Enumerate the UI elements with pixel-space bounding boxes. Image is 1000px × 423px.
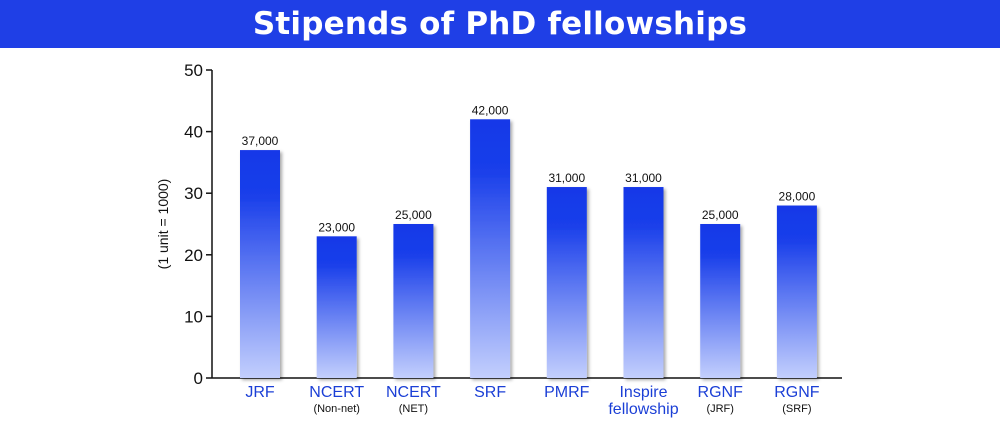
data-label-6: 25,000 [702, 208, 739, 222]
y-axis-title: (1 unit = 1000) [155, 179, 171, 270]
y-tick-label-40: 40 [184, 123, 203, 142]
bar-chart: 0 10 20 30 40 50 (1 unit = 1000) 37,000 JRF 23,00… [155, 61, 842, 418]
category-label-3: SRF [474, 384, 506, 401]
category-label-4: PMRF [544, 384, 590, 401]
data-label-2: 25,000 [395, 208, 432, 222]
category-label-0: JRF [245, 384, 275, 401]
data-label-7: 28,000 [779, 190, 816, 204]
category-label-7: RGNF [774, 384, 820, 401]
bar-6 [700, 224, 741, 378]
y-tick-label-0: 0 [194, 369, 203, 388]
category-sublabel-2: (NET) [399, 403, 428, 415]
bar-7 [776, 205, 817, 378]
y-tick-label-50: 50 [184, 61, 203, 80]
data-label-4: 31,000 [548, 171, 585, 185]
category-label-1: NCERT [309, 384, 364, 401]
bar-2 [393, 224, 434, 378]
category-label-5-1: fellowship [608, 401, 678, 418]
data-label-0: 37,000 [242, 134, 279, 148]
category-label-5-0: Inspire [619, 384, 667, 401]
bar-3 [470, 119, 511, 378]
y-tick-label-20: 20 [184, 246, 203, 265]
data-label-5: 31,000 [625, 171, 662, 185]
bar-4 [546, 187, 587, 378]
category-sublabel-7: (SRF) [782, 403, 811, 415]
category-label-6: RGNF [698, 384, 744, 401]
bar-1 [316, 236, 357, 378]
y-tick-label-30: 30 [184, 184, 203, 203]
category-sublabel-6: (JRF) [706, 403, 734, 415]
title-banner: Stipends of PhD fellowships [0, 0, 1000, 48]
chart-title: Stipends of PhD fellowships [252, 6, 748, 42]
data-label-1: 23,000 [318, 220, 355, 234]
category-label-2: NCERT [386, 384, 441, 401]
category-sublabel-1: (Non-net) [313, 403, 359, 415]
bar-5 [623, 187, 664, 378]
y-tick-label-10: 10 [184, 307, 203, 326]
data-label-3: 42,000 [472, 103, 509, 117]
bar-0 [240, 150, 280, 378]
